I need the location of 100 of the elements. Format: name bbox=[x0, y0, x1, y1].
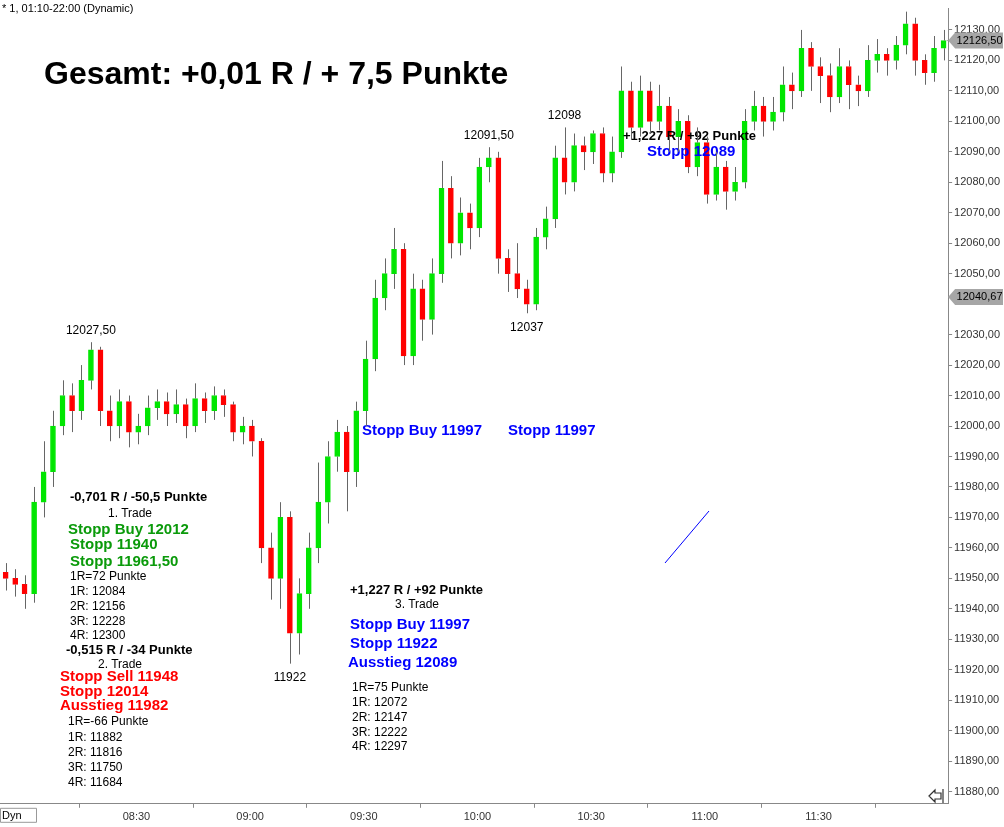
y-tick-label: 12070,00 bbox=[954, 205, 1001, 218]
candlestick bbox=[921, 53, 928, 86]
annotation: 3R: 11750 bbox=[68, 760, 123, 775]
candlestick bbox=[523, 279, 530, 314]
candlestick bbox=[126, 395, 132, 448]
y-tick-label: 12120,00 bbox=[954, 53, 1001, 66]
candlestick bbox=[88, 341, 94, 390]
annotation: Stopp 11997 bbox=[508, 421, 596, 439]
annotation: Stopp Sell 11948 bbox=[60, 667, 179, 685]
annotation: 4R: 11684 bbox=[68, 775, 123, 790]
candlestick bbox=[571, 133, 577, 192]
candlestick bbox=[173, 388, 180, 424]
y-tick-label: 12010,00 bbox=[954, 388, 1001, 401]
y-tick-label: 11940,00 bbox=[954, 601, 1000, 614]
candlestick bbox=[334, 419, 341, 473]
y-tick-label: 11990,00 bbox=[954, 449, 1000, 462]
candlestick bbox=[69, 382, 75, 433]
annotation: Stopp 11922 bbox=[350, 634, 438, 652]
annotation: 2R: 11816 bbox=[68, 745, 123, 760]
annotation: 2R: 12147 bbox=[352, 710, 408, 725]
y-tick-label: 12020,00 bbox=[954, 358, 1001, 371]
x-tick-label: 10:30 bbox=[577, 810, 605, 823]
candlestick bbox=[751, 90, 758, 131]
text: 12040,67 bbox=[956, 290, 1003, 303]
annotation: Stopp Buy 11997 bbox=[362, 421, 483, 439]
candlestick bbox=[381, 257, 388, 311]
annotation: 1R=72 Punkte bbox=[70, 569, 147, 584]
x-tick-label: 09:00 bbox=[236, 810, 264, 823]
y-tick-label: 11920,00 bbox=[954, 662, 1000, 675]
candlestick bbox=[808, 41, 814, 92]
annotation: Ausstieg 12089 bbox=[348, 653, 458, 671]
candlestick bbox=[845, 59, 852, 110]
x-tick-label: 10:00 bbox=[463, 810, 492, 823]
candlestick bbox=[542, 206, 549, 250]
y-tick-label: 11930,00 bbox=[954, 632, 1000, 645]
annotation: 1R: 12084 bbox=[70, 584, 126, 599]
candlestick bbox=[770, 96, 776, 131]
candlestick bbox=[50, 410, 56, 488]
candlestick bbox=[343, 425, 350, 512]
annotation: 11922 bbox=[273, 669, 307, 684]
annotation: Stopp Buy 12012 bbox=[68, 520, 189, 538]
x-tick-label: 08:30 bbox=[122, 810, 151, 823]
candlestick bbox=[372, 279, 378, 372]
annotation: -0,701 R / -50,5 Punkte bbox=[70, 488, 208, 504]
y-tick-label: 12080,00 bbox=[954, 175, 1001, 188]
x-tick-label: 09:30 bbox=[350, 810, 378, 823]
candlestick bbox=[315, 462, 322, 564]
candlestick bbox=[31, 486, 37, 604]
candlestick bbox=[609, 136, 615, 183]
annotation: 1R: 11882 bbox=[68, 730, 123, 745]
y-tick-label: 11900,00 bbox=[954, 723, 1000, 736]
candlestick bbox=[192, 382, 198, 433]
annotation: +1,227 R / +92 Punkte bbox=[350, 581, 483, 597]
annotation: 1R: 12072 bbox=[352, 695, 408, 710]
annotation: 3. Trade bbox=[395, 597, 440, 612]
candlestick bbox=[467, 203, 473, 250]
candlestick bbox=[486, 146, 492, 183]
candlestick bbox=[590, 129, 596, 165]
annotation: 1R=-66 Punkte bbox=[68, 714, 149, 729]
annotation: 12091,50 bbox=[463, 127, 515, 142]
candlestick bbox=[722, 160, 729, 211]
candlestick bbox=[230, 401, 236, 442]
candlestick bbox=[476, 157, 483, 238]
y-tick-label: 12100,00 bbox=[954, 114, 1001, 127]
candlestick bbox=[249, 419, 255, 457]
candlestick bbox=[855, 75, 862, 107]
candlestick bbox=[325, 440, 331, 524]
annotation: 3R: 12228 bbox=[70, 614, 126, 629]
candlestick bbox=[514, 242, 521, 299]
candlestick bbox=[429, 257, 435, 336]
candlestick bbox=[883, 47, 890, 77]
y-tick-label: 11890,00 bbox=[954, 754, 1000, 767]
text: Dyn bbox=[2, 808, 22, 821]
candlestick bbox=[912, 17, 918, 77]
candlestick bbox=[305, 532, 312, 610]
annotation: 1. Trade bbox=[108, 506, 153, 521]
candlestick bbox=[410, 273, 416, 366]
text: Gesamt: +0,01 R / + 7,5 Punkte bbox=[44, 54, 509, 91]
y-tick-label: 11980,00 bbox=[954, 479, 1000, 492]
candlestick bbox=[268, 532, 274, 601]
candlestick bbox=[12, 568, 19, 598]
candlestick bbox=[391, 227, 397, 290]
y-tick-label: 12060,00 bbox=[954, 236, 1001, 249]
candlestick bbox=[789, 72, 795, 110]
candlestick bbox=[874, 38, 881, 74]
annotation: 2R: 12156 bbox=[70, 599, 126, 614]
y-tick-label: 12090,00 bbox=[954, 144, 1001, 157]
candlestick bbox=[504, 248, 511, 293]
candlestick bbox=[931, 35, 937, 83]
candlestick bbox=[135, 413, 142, 445]
candlestick bbox=[182, 398, 189, 439]
annotation: 4R: 12300 bbox=[70, 628, 126, 643]
candlestick bbox=[144, 395, 151, 436]
annotation: -0,515 R / -34 Punkte bbox=[66, 641, 193, 657]
x-tick-label: 11:00 bbox=[691, 810, 719, 823]
annotation: 12126,50 bbox=[956, 33, 1003, 46]
candlestick bbox=[353, 401, 360, 488]
annotation: 12037 bbox=[510, 319, 544, 334]
y-tick-label: 12000,00 bbox=[954, 419, 1001, 432]
annotation: 12098 bbox=[547, 107, 582, 122]
